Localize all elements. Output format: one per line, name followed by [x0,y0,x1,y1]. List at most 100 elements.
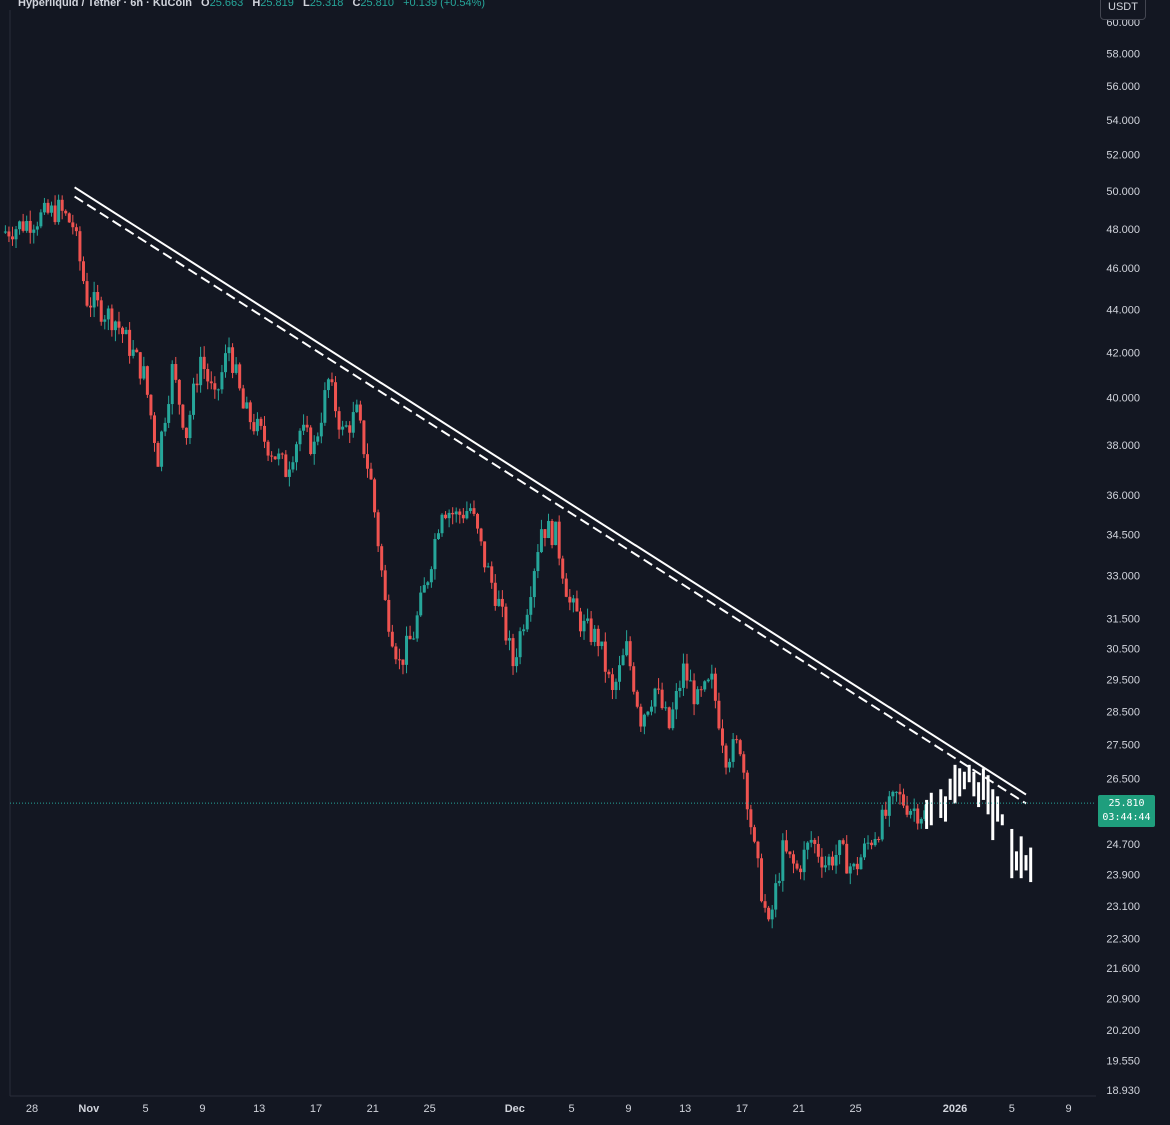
candle-body [699,689,703,691]
candle-body [227,347,231,354]
open-label: O [201,0,210,9]
projection-bar [948,778,952,800]
candle-body [355,404,359,413]
candle-body [752,827,756,842]
candle-body [912,808,916,811]
candle-body [763,901,767,908]
candle-body [802,849,806,873]
price-tick-label: 42.000 [1106,347,1140,359]
candle-body [607,671,611,675]
candle-body [415,615,419,639]
candle-body [653,688,657,707]
symbol-title: Hyperliquid / Tether · 6h · KuCoin [18,0,192,9]
dashed-trendline[interactable] [74,195,1027,805]
projection-bar [1029,847,1033,883]
candle-body [397,659,401,661]
time-tick-label: 28 [26,1103,38,1115]
price-tick-label: 18.930 [1106,1085,1140,1097]
candle-body [128,329,132,356]
candle-body [78,231,82,262]
candle-body [42,202,46,213]
candle-body [252,422,256,432]
candle-body [273,456,277,460]
candle-body [838,840,842,855]
candle-body [248,402,252,423]
candle-body [873,838,877,846]
price-tick-label: 23.900 [1106,869,1140,881]
candle-body [422,585,426,593]
candle-body [720,728,724,746]
candle-body [870,842,874,846]
candle-body [298,430,302,445]
candle-body [823,865,827,868]
candle-body [866,842,870,844]
candle-body [507,638,511,641]
candle-body [266,441,270,456]
candle-body [323,390,327,423]
change-value: +0.139 (+0.54%) [403,0,486,9]
trendlines-group [74,186,1027,805]
candle-body [536,552,540,572]
candle-body [156,442,160,467]
candle-body [365,454,369,469]
candle-body [855,863,859,870]
candle-body [610,674,614,690]
solid-trendline[interactable] [74,186,1027,796]
candle-body [664,707,668,709]
candle-body [710,673,714,680]
candle-body [181,404,185,428]
last-price-tag: 25.810 03:44:44 [1098,795,1155,827]
candle-body [483,541,487,568]
candle-body [138,352,142,379]
candle-body [89,305,93,308]
projection-bar [962,771,966,790]
price-axis[interactable]: 60.000 58.000 56.000 54.000 52.000 50.000 48.0… [1106,17,1140,1097]
candle-body [635,691,639,707]
candle-body [564,578,568,597]
candle-body [657,688,661,690]
price-tick-label: 30.500 [1106,644,1140,656]
candle-body [678,687,682,691]
time-tick-label: 13 [253,1103,265,1115]
currency-button[interactable]: USDT [1100,0,1146,20]
candle-body [760,858,764,902]
price-tick-label: 23.100 [1106,901,1140,913]
candle-body [50,205,54,213]
candle-body [280,453,284,455]
candle-body [596,628,600,647]
candle-body [539,529,543,553]
candle-body [816,843,820,857]
candle-body [479,528,483,542]
time-axis[interactable]: 28 Nov 5 9 13 17 21 25 Dec 5 9 13 17 21 25 2026 5 9 [26,1103,1072,1115]
candle-body [461,514,465,519]
candle-body [71,222,75,228]
price-tick-label: 20.900 [1106,993,1140,1005]
candle-body [717,700,721,729]
candle-body [294,444,298,463]
low-value: 25.318 [309,0,344,9]
candle-body [135,349,139,353]
candle-body [64,210,68,214]
candle-body [749,809,753,828]
candle-body [35,226,39,230]
candle-body [476,513,480,529]
candle-body [827,856,831,866]
candle-body [220,372,224,390]
projection-bar [977,782,981,808]
candle-body [259,418,263,426]
candle-body [706,679,710,682]
candle-body [60,199,64,211]
candle-body [593,628,597,642]
candle-body [401,659,405,665]
candle-body [625,641,629,656]
candle-body [848,866,852,874]
candle-body [440,514,444,534]
candle-body [184,427,188,439]
candle-body [103,319,107,322]
candle-body [454,511,458,515]
candle-body [689,680,693,682]
projection-bar [1019,836,1023,879]
candle-body [287,469,291,477]
